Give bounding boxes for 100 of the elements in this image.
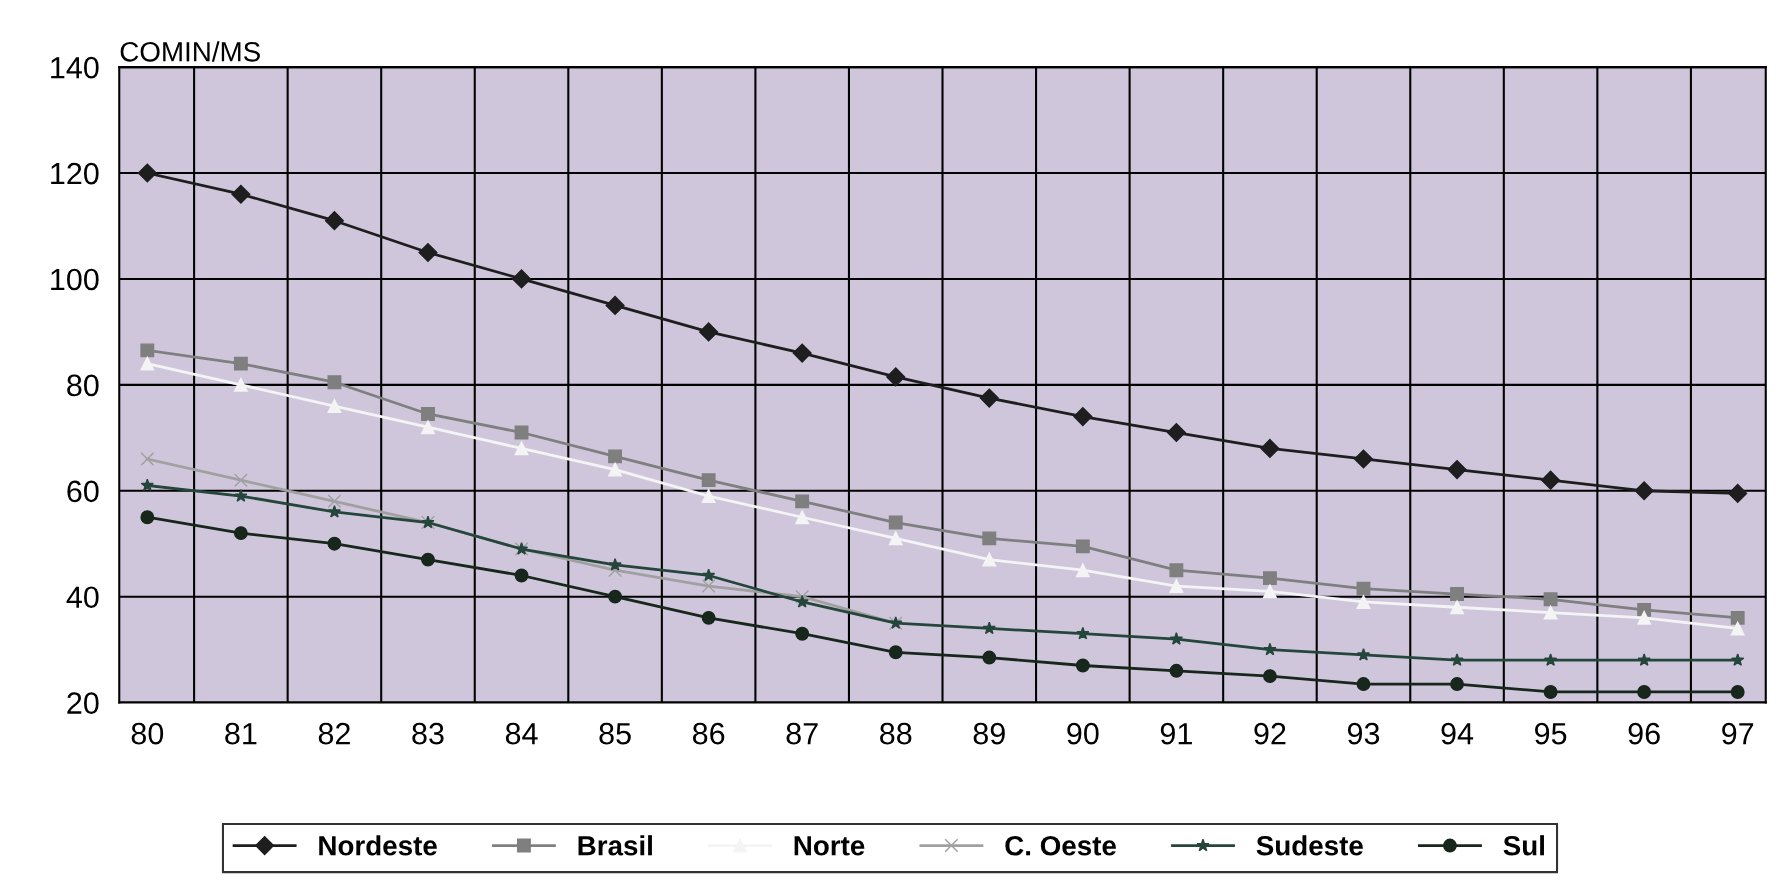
y-axis-title: COMIN/MS bbox=[120, 41, 260, 62]
x-tick-label: 84 bbox=[505, 722, 538, 745]
point bbox=[1262, 584, 1277, 599]
point bbox=[608, 462, 623, 477]
point bbox=[1450, 600, 1464, 615]
x-tick-label: 81 bbox=[225, 722, 257, 745]
point bbox=[608, 449, 623, 464]
x-tick-label: 97 bbox=[1722, 722, 1754, 745]
point bbox=[1728, 483, 1748, 503]
legend-label: Brasil bbox=[578, 835, 652, 856]
point bbox=[1637, 685, 1652, 699]
point bbox=[1075, 658, 1090, 673]
point bbox=[888, 645, 903, 660]
point bbox=[1731, 653, 1745, 666]
legend-label: Nordeste bbox=[319, 835, 437, 856]
y-tick-label: 80 bbox=[67, 374, 99, 397]
point bbox=[979, 388, 999, 408]
point bbox=[137, 163, 157, 183]
point bbox=[140, 478, 154, 492]
legend-label: C. Oeste bbox=[1005, 835, 1116, 856]
x-tick-label: 85 bbox=[599, 722, 631, 745]
point bbox=[140, 510, 155, 525]
x-tick-label: 94 bbox=[1441, 722, 1474, 745]
point bbox=[418, 242, 438, 262]
point bbox=[1541, 470, 1561, 490]
point bbox=[608, 557, 622, 571]
point bbox=[1356, 595, 1371, 609]
point bbox=[699, 322, 719, 342]
point bbox=[1543, 685, 1558, 699]
point bbox=[327, 536, 342, 551]
point bbox=[1169, 663, 1184, 678]
x-tick-label: 92 bbox=[1254, 722, 1286, 745]
point bbox=[233, 473, 248, 488]
point bbox=[795, 595, 809, 608]
point bbox=[234, 489, 248, 502]
point bbox=[1543, 653, 1558, 666]
point bbox=[1450, 653, 1464, 666]
point bbox=[1637, 610, 1652, 625]
point bbox=[1169, 563, 1184, 578]
point bbox=[233, 526, 248, 541]
point bbox=[1450, 677, 1464, 691]
x-tick-label: 96 bbox=[1628, 722, 1660, 745]
point bbox=[1166, 422, 1186, 443]
point bbox=[140, 356, 155, 371]
x-tick-label: 93 bbox=[1347, 722, 1380, 745]
point bbox=[982, 552, 997, 567]
x-tick-label: 88 bbox=[880, 722, 912, 745]
x-tick-label: 80 bbox=[131, 722, 164, 745]
point bbox=[233, 377, 248, 392]
y-tick-label: 140 bbox=[51, 56, 99, 79]
point bbox=[1169, 632, 1184, 645]
point bbox=[1447, 460, 1467, 480]
point bbox=[982, 650, 997, 665]
point bbox=[701, 473, 716, 488]
point bbox=[327, 494, 342, 509]
y-tick-label: 40 bbox=[66, 586, 99, 609]
point bbox=[1730, 685, 1745, 699]
point bbox=[795, 494, 810, 509]
point bbox=[1730, 621, 1745, 636]
point bbox=[1075, 539, 1090, 554]
point bbox=[792, 343, 812, 363]
point bbox=[982, 531, 997, 546]
point bbox=[1543, 592, 1558, 607]
point bbox=[1356, 581, 1371, 596]
legend-label: Norte bbox=[794, 836, 865, 856]
point bbox=[514, 441, 529, 456]
point bbox=[888, 515, 903, 530]
point bbox=[795, 589, 810, 604]
point bbox=[1353, 449, 1374, 469]
point bbox=[795, 510, 810, 525]
point bbox=[795, 626, 810, 641]
point bbox=[1169, 579, 1184, 594]
y-tick-label: 20 bbox=[67, 692, 99, 714]
x-tick-label: 89 bbox=[973, 722, 1005, 745]
point bbox=[1262, 669, 1277, 684]
legend-label: Sudeste bbox=[1256, 835, 1363, 856]
point bbox=[1634, 481, 1654, 501]
point bbox=[421, 420, 435, 435]
point bbox=[701, 489, 716, 503]
point bbox=[140, 343, 155, 358]
point bbox=[1263, 642, 1277, 656]
point bbox=[233, 356, 248, 371]
point bbox=[511, 269, 532, 289]
point bbox=[421, 407, 435, 421]
point bbox=[1356, 677, 1371, 691]
point bbox=[701, 579, 716, 594]
x-tick-label: 86 bbox=[692, 722, 725, 745]
point bbox=[886, 367, 906, 387]
point bbox=[514, 568, 529, 583]
point bbox=[1073, 407, 1093, 427]
point bbox=[1262, 571, 1277, 586]
point bbox=[327, 504, 342, 518]
point bbox=[1450, 587, 1464, 601]
point bbox=[1637, 653, 1651, 666]
x-tick-label: 82 bbox=[318, 722, 350, 745]
point bbox=[327, 399, 342, 413]
y-tick-label: 100 bbox=[51, 268, 99, 291]
point bbox=[701, 568, 716, 582]
point bbox=[324, 211, 344, 231]
point bbox=[982, 621, 996, 635]
